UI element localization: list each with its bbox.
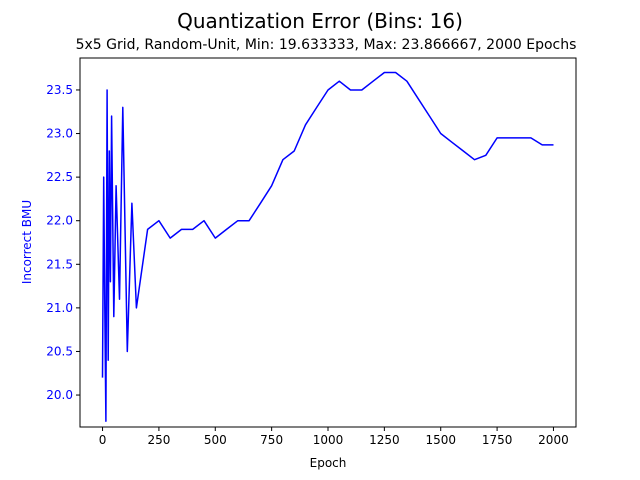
x-tick-label: 500 xyxy=(204,433,227,447)
x-tick-label: 1000 xyxy=(313,433,344,447)
x-tick-label: 0 xyxy=(99,433,107,447)
x-tick-label: 1750 xyxy=(482,433,513,447)
x-tick-label: 750 xyxy=(260,433,283,447)
y-tick-label: 20.5 xyxy=(46,344,73,358)
plot-frame xyxy=(79,57,577,428)
y-tick-label: 21.5 xyxy=(46,257,73,271)
y-tick-label: 22.5 xyxy=(46,170,73,184)
y-tick-label: 21.0 xyxy=(46,301,73,315)
plot-area xyxy=(101,71,554,422)
x-axis: 0 250 500 750 1000 1250 1500 1750 2000 xyxy=(99,427,569,447)
x-tick-label: 2000 xyxy=(538,433,569,447)
x-tick-label: 1500 xyxy=(425,433,456,447)
y-tick-label: 20.0 xyxy=(46,388,73,402)
y-axis-label: Incorrect BMU xyxy=(20,200,34,284)
x-axis-label: Epoch xyxy=(310,456,347,470)
series-line-0 xyxy=(101,71,554,422)
y-tick-label: 22.0 xyxy=(46,214,73,228)
y-tick-label: 23.5 xyxy=(46,83,73,97)
x-tick-label: 250 xyxy=(147,433,170,447)
x-tick-label: 1250 xyxy=(369,433,400,447)
y-axis: 20.0 20.5 21.0 21.5 22.0 22.5 23.0 23.5 xyxy=(46,83,80,402)
y-tick-label: 23.0 xyxy=(46,127,73,141)
chart-title: Quantization Error (Bins: 16) xyxy=(177,9,463,33)
chart-subtitle: 5x5 Grid, Random-Unit, Min: 19.633333, M… xyxy=(76,37,577,53)
